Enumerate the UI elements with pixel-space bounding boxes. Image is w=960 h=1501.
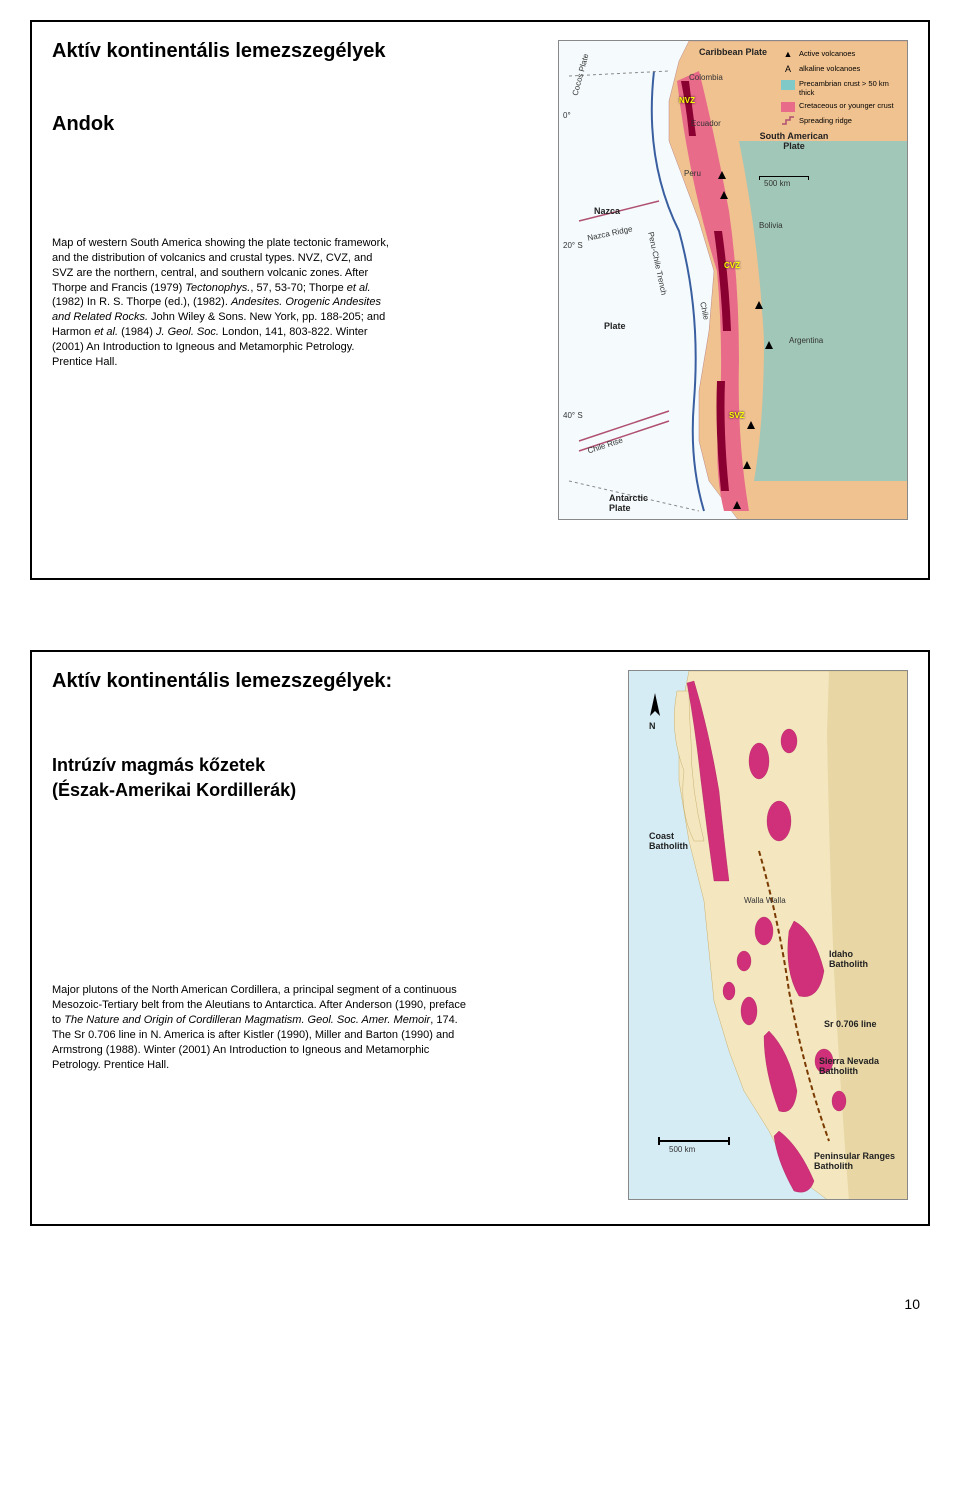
- map-north-america: N Coast Batholith Walla Walla Idaho Bath…: [628, 670, 908, 1200]
- label-svz: SVZ: [729, 411, 745, 420]
- page-number: 10: [30, 1296, 930, 1312]
- map-south-america: 0° 20° S 40° S Caribbean Plate Colombia …: [558, 40, 908, 520]
- label-colombia: Colombia: [689, 73, 723, 82]
- label-antarctic: Antarctic Plate: [609, 493, 669, 513]
- caption-italic: J. Geol. Soc.: [156, 326, 219, 338]
- caption-italic: Tectonophys.: [185, 282, 250, 294]
- label-nvz: NVZ: [679, 96, 695, 105]
- lat-40: 40° S: [563, 411, 583, 420]
- letter-a-icon: A: [781, 64, 795, 75]
- subtitle-line: (Észak-Amerikai Kordillerák): [52, 780, 296, 800]
- legend-label: Spreading ridge: [799, 116, 852, 125]
- slide-1: Aktív kontinentális lemezszegélyek Andok…: [30, 20, 930, 580]
- legend-swatch: [781, 102, 795, 112]
- slide-2-left: Aktív kontinentális lemezszegélyek: Intr…: [52, 670, 610, 1200]
- slide-1-caption: Map of western South America showing the…: [52, 236, 392, 370]
- label-caribbean: Caribbean Plate: [699, 47, 767, 57]
- caption-text: , 57, 53-70; Thorpe: [250, 282, 346, 294]
- ridge-icon: [781, 116, 795, 129]
- label-south-american-plate: South American Plate: [759, 131, 829, 151]
- legend-row: ▲ Active volcanoes: [781, 49, 901, 60]
- triangle-icon: ▲: [781, 49, 795, 60]
- caption-italic: The Nature and Origin of Cordilleran Mag…: [64, 1014, 430, 1026]
- label-bolivia: Bolivia: [759, 221, 783, 230]
- legend-label: Active volcanoes: [799, 49, 855, 58]
- legend-row: A alkaline volcanoes: [781, 64, 901, 75]
- slide-2-title: Aktív kontinentális lemezszegélyek:: [52, 670, 610, 693]
- lat-0: 0°: [563, 111, 571, 120]
- legend-label: alkaline volcanoes: [799, 64, 860, 73]
- label-plate: Plate: [604, 321, 626, 331]
- label-sierra: Sierra Nevada Batholith: [819, 1056, 894, 1076]
- label-cvz: CVZ: [724, 261, 740, 270]
- label-ecuador: Ecuador: [691, 119, 721, 128]
- legend-label: Precambrian crust > 50 km thick: [799, 79, 901, 97]
- label-walla: Walla Walla: [744, 896, 786, 905]
- scale2-label: 500 km: [669, 1145, 695, 1154]
- legend-row: Precambrian crust > 50 km thick: [781, 79, 901, 97]
- label-idaho: Idaho Batholith: [829, 949, 884, 969]
- slide-1-title: Aktív kontinentális lemezszegélyek: [52, 40, 540, 63]
- slide-1-left: Aktív kontinentális lemezszegélyek Andok…: [52, 40, 540, 554]
- caption-text: (1982) In R. S. Thorpe (ed.), (1982).: [52, 296, 231, 308]
- slide-2-caption: Major plutons of the North American Cord…: [52, 983, 472, 1072]
- legend-row: Spreading ridge: [781, 116, 901, 129]
- slide-1-subtitle: Andok: [52, 113, 540, 136]
- slide-2: Aktív kontinentális lemezszegélyek: Intr…: [30, 650, 930, 1226]
- label-peninsular: Peninsular Ranges Batholith: [814, 1151, 899, 1171]
- label-coast-batholith: Coast Batholith: [649, 831, 704, 851]
- scale-label: 500 km: [764, 179, 790, 188]
- slide-2-subtitle: Intrúzív magmás kőzetek (Észak-Amerikai …: [52, 753, 610, 803]
- label-sr-line: Sr 0.706 line: [824, 1019, 877, 1029]
- legend-row: Cretaceous or younger crust: [781, 101, 901, 112]
- north-label: N: [649, 721, 656, 731]
- caption-text: (1984): [118, 326, 156, 338]
- caption-italic: et al.: [347, 282, 371, 294]
- map-legend: ▲ Active volcanoes A alkaline volcanoes …: [781, 49, 901, 132]
- map2-svg: [629, 671, 908, 1200]
- lat-20: 20° S: [563, 241, 583, 250]
- label-peru: Peru: [684, 169, 701, 178]
- legend-label: Cretaceous or younger crust: [799, 101, 894, 110]
- subtitle-line: Intrúzív magmás kőzetek: [52, 755, 265, 775]
- legend-swatch: [781, 80, 795, 90]
- caption-italic: et al.: [94, 326, 118, 338]
- label-nazca: Nazca: [594, 206, 620, 216]
- label-argentina: Argentina: [789, 336, 823, 345]
